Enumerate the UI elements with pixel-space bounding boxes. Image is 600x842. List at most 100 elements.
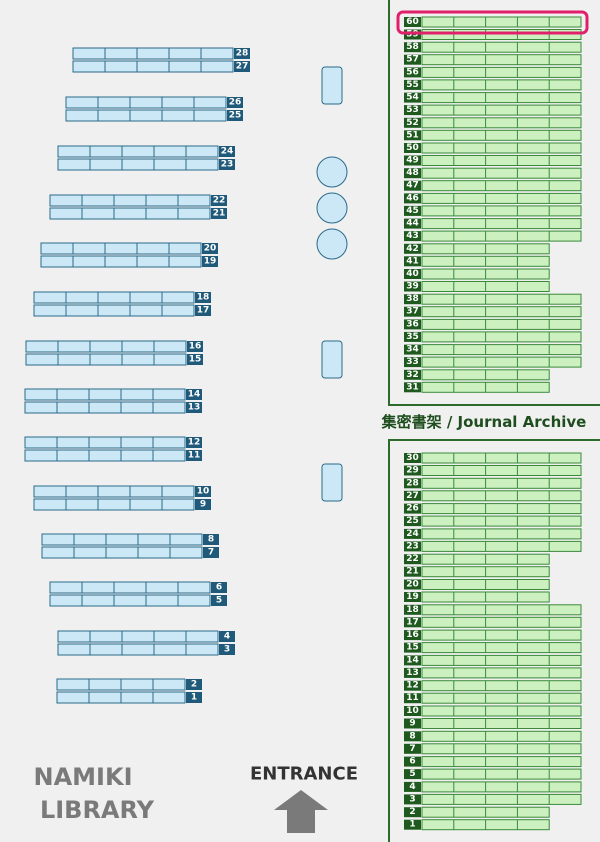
archive-number: 60 — [406, 17, 419, 27]
shelf — [421, 629, 582, 641]
archive-number-box — [404, 680, 421, 691]
archive-number: 9 — [409, 719, 415, 729]
archive-number: 8 — [409, 731, 415, 741]
shelf — [25, 340, 187, 353]
shelf-number-box — [203, 534, 219, 545]
shelf — [421, 654, 582, 666]
shelf-number: 26 — [229, 98, 242, 108]
round-table — [316, 156, 348, 188]
archive-lower-border — [388, 439, 600, 842]
archive-number-box — [404, 117, 421, 128]
archive-number-box — [404, 592, 421, 602]
shelf — [421, 642, 582, 654]
archive-number: 46 — [406, 193, 419, 203]
shelf — [421, 16, 582, 28]
shelf — [57, 643, 219, 656]
shelf-number: 5 — [216, 596, 222, 606]
shelf — [33, 498, 195, 511]
highlight — [396, 10, 589, 35]
shelf — [57, 158, 219, 171]
shelf — [72, 60, 234, 73]
archive-number-box — [404, 718, 421, 729]
shelf-number: 21 — [213, 209, 226, 219]
shelf-number: 11 — [188, 451, 201, 461]
archive-number: 52 — [406, 118, 419, 128]
archive-number: 3 — [409, 794, 415, 804]
archive-number: 28 — [406, 478, 419, 488]
shelf — [421, 230, 582, 242]
archive-number-box — [404, 794, 421, 805]
shelf-number-box — [219, 146, 235, 157]
archive-number-box — [404, 490, 421, 501]
archive-number-box — [404, 769, 421, 780]
archive-number-box — [404, 706, 421, 716]
archive-number: 6 — [409, 757, 415, 767]
archive-number-box — [404, 143, 421, 153]
archive-number: 56 — [406, 67, 419, 77]
shelf-number: 7 — [208, 548, 214, 558]
shelf-number-box — [187, 354, 203, 365]
archive-number: 26 — [406, 504, 419, 514]
shelf — [41, 533, 203, 546]
archive-number-box — [404, 819, 421, 830]
shelf — [421, 604, 582, 616]
archive-number: 37 — [406, 307, 419, 317]
shelf — [421, 318, 582, 330]
shelf — [421, 331, 582, 343]
shelf — [24, 401, 186, 414]
archive-number: 39 — [406, 282, 419, 292]
shelf-number: 25 — [229, 111, 242, 121]
archive-number: 16 — [406, 630, 419, 640]
shelf — [421, 452, 582, 464]
archive-number: 12 — [406, 681, 419, 691]
shelf-number-box — [187, 341, 203, 352]
shelf — [25, 353, 187, 366]
shelf — [421, 705, 582, 717]
shelf — [421, 192, 582, 204]
archive-number-box — [404, 243, 421, 254]
shelf-number-box — [195, 486, 211, 497]
archive-number-box — [404, 79, 421, 90]
archive-number: 36 — [406, 319, 419, 329]
shelf-number: 18 — [197, 293, 210, 303]
archive-number: 32 — [406, 370, 419, 380]
archive-number-box — [404, 541, 421, 552]
archive-number: 10 — [406, 706, 419, 716]
shelf-number-box — [219, 631, 235, 642]
archive-number-box — [404, 369, 421, 380]
shelf — [421, 344, 582, 356]
entrance-arrow — [274, 790, 328, 833]
archive-number: 20 — [406, 580, 419, 590]
archive-number-box — [404, 503, 421, 514]
shelf — [421, 490, 582, 502]
shelf — [421, 781, 582, 793]
archive-number: 18 — [406, 605, 419, 615]
shelf-number: 9 — [200, 500, 206, 510]
archive-number-box — [404, 382, 421, 393]
shelf — [421, 356, 582, 368]
shelf — [33, 304, 195, 317]
shelves: 1234567891011121314151617181920212223242… — [24, 16, 582, 831]
archive-number-box — [404, 331, 421, 342]
shelf — [57, 145, 219, 158]
archive-number: 4 — [409, 782, 415, 792]
shelf — [421, 180, 582, 192]
archive-number: 19 — [406, 592, 419, 602]
library-name: LIBRARY — [40, 796, 155, 824]
shelf-number: 24 — [221, 147, 234, 157]
shelf — [421, 79, 582, 91]
archive-upper-border — [388, 0, 600, 406]
archive-number-box — [404, 54, 421, 65]
shelf — [41, 546, 203, 559]
archive-number: 33 — [406, 357, 419, 367]
shelf-number-box — [195, 499, 211, 510]
archive-number: 58 — [406, 42, 419, 52]
shelf — [24, 449, 186, 462]
archive-number: 7 — [409, 744, 415, 754]
shelf-number: 6 — [216, 583, 222, 593]
shelf-number-box — [234, 61, 250, 72]
archive-number-box — [404, 554, 421, 565]
archive-number-box — [404, 604, 421, 615]
shelf — [421, 306, 582, 318]
